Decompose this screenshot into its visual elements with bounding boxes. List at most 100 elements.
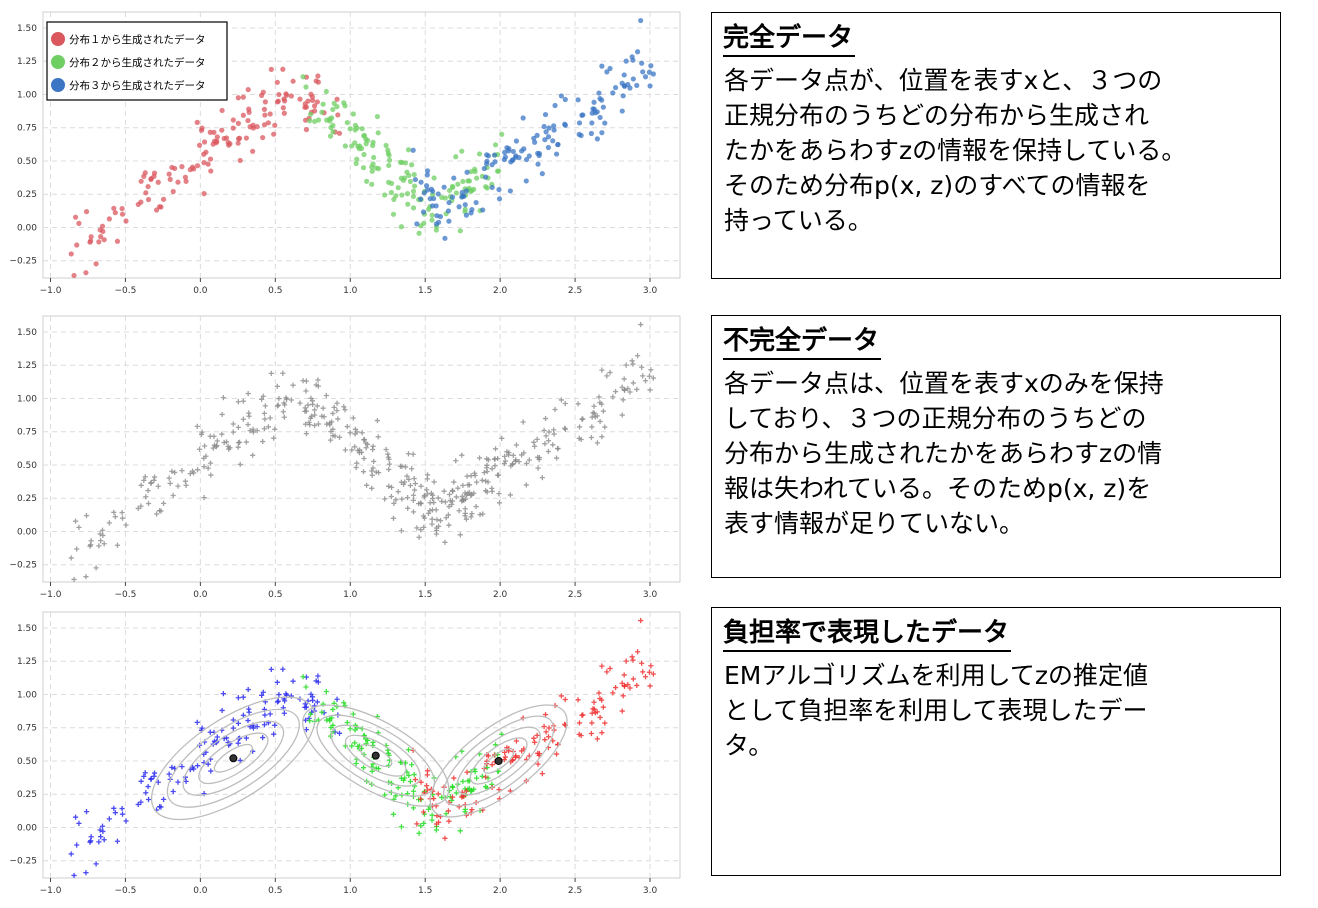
data-point — [439, 498, 445, 505]
data-point — [274, 383, 280, 389]
data-point — [247, 124, 253, 130]
x-tick-label: 1.5 — [418, 590, 432, 600]
data-point — [169, 468, 175, 475]
data-point — [597, 714, 603, 721]
data-point — [208, 168, 214, 174]
data-point — [513, 442, 520, 448]
data-point — [393, 497, 399, 503]
data-point — [167, 480, 173, 486]
data-point — [483, 465, 490, 471]
data-point — [405, 147, 412, 153]
data-point — [420, 209, 427, 215]
data-point — [545, 144, 551, 151]
data-point — [446, 818, 452, 824]
data-point — [542, 737, 548, 743]
data-point — [305, 402, 311, 408]
data-point — [463, 188, 469, 194]
data-point — [194, 119, 200, 125]
x-tick-label: −0.5 — [115, 590, 137, 600]
data-point — [201, 160, 207, 166]
data-point — [260, 438, 266, 445]
data-point — [230, 717, 236, 723]
data-point — [424, 183, 430, 189]
data-point — [420, 809, 427, 815]
data-point — [523, 178, 529, 184]
data-point — [599, 697, 605, 703]
data-point — [221, 135, 227, 142]
data-point — [369, 168, 375, 174]
data-point — [431, 175, 437, 181]
data-point — [441, 488, 447, 494]
data-point — [532, 739, 538, 745]
data-point — [386, 179, 392, 185]
data-point — [588, 434, 595, 441]
data-point — [596, 690, 602, 696]
y-tick-label: −0.25 — [9, 857, 37, 867]
data-point — [219, 431, 225, 437]
data-point — [534, 732, 540, 738]
responsibility-scatter-plot: −1.0 −0.5 0.0 0.5 1.0 1.5 2.0 2.5 3.0 −0.25 0.00 0.… — [9, 611, 681, 896]
data-point — [235, 95, 241, 101]
density-contours — [150, 696, 568, 821]
data-point — [480, 207, 486, 213]
data-point — [562, 425, 568, 431]
data-point — [221, 439, 227, 446]
data-point — [220, 395, 226, 401]
data-point — [135, 505, 141, 512]
data-point — [148, 479, 154, 486]
data-point — [230, 429, 236, 435]
data-point — [589, 424, 595, 430]
data-point — [342, 143, 348, 149]
data-point — [138, 482, 144, 488]
y-tick-label: 1.00 — [17, 90, 37, 100]
data-point — [446, 187, 453, 194]
contour-line — [330, 724, 421, 787]
data-point — [315, 377, 321, 383]
data-point — [545, 134, 552, 140]
data-point — [302, 117, 309, 123]
data-point — [96, 543, 102, 549]
data-point — [101, 837, 107, 843]
data-point — [327, 716, 333, 722]
data-point — [71, 872, 77, 879]
data-point — [369, 768, 375, 774]
data-point — [160, 796, 167, 802]
data-point — [591, 403, 597, 409]
data-point — [245, 686, 251, 693]
data-point — [280, 409, 286, 415]
data-point — [446, 199, 452, 206]
data-point — [199, 125, 205, 131]
data-point — [143, 790, 149, 796]
data-point — [327, 133, 334, 139]
data-point — [205, 465, 211, 471]
data-point — [250, 452, 256, 458]
data-point — [308, 111, 314, 117]
data-point — [519, 748, 525, 754]
data-point — [483, 784, 489, 790]
data-point — [639, 364, 645, 370]
data-point — [225, 443, 231, 450]
x-tick-label: 0.0 — [193, 886, 208, 896]
data-point — [235, 120, 241, 126]
data-point — [402, 160, 409, 166]
data-point — [98, 538, 104, 544]
data-point — [576, 131, 582, 137]
data-point — [610, 690, 616, 696]
data-point — [639, 60, 645, 66]
data-point — [302, 104, 308, 110]
data-point — [361, 455, 367, 462]
data-point — [99, 527, 106, 533]
data-point — [390, 515, 397, 521]
data-point — [597, 418, 603, 425]
data-point — [510, 148, 516, 155]
data-point — [562, 721, 568, 727]
data-point — [639, 660, 645, 666]
x-tick-label: 0.5 — [268, 286, 282, 296]
data-point — [469, 511, 475, 517]
data-point — [123, 218, 129, 224]
data-point — [434, 517, 440, 523]
data-point — [254, 724, 260, 730]
data-point — [465, 482, 471, 488]
data-point — [201, 151, 207, 157]
